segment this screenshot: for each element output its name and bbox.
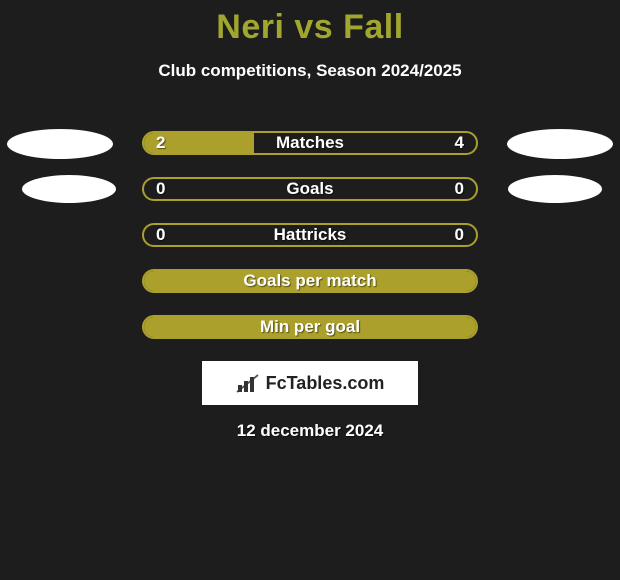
stat-bar: Goals per match: [142, 269, 478, 293]
page-title: Neri vs Fall: [0, 8, 620, 47]
stat-label: Goals: [144, 179, 476, 199]
stat-label: Goals per match: [144, 271, 476, 291]
stat-bar: Min per goal: [142, 315, 478, 339]
stat-row: 24Matches: [0, 121, 620, 167]
stat-row: Min per goal: [0, 305, 620, 351]
page-subtitle: Club competitions, Season 2024/2025: [0, 61, 620, 81]
source-text: FcTables.com: [266, 373, 385, 394]
stat-bar: 00Goals: [142, 177, 478, 201]
stat-rows: 24Matches 00Goals 00Hattricks Goals per mat…: [0, 121, 620, 351]
infographic-container: Neri vs Fall Club competitions, Season 2…: [0, 0, 620, 580]
bar-chart-icon: [236, 373, 260, 393]
stat-row: Goals per match: [0, 259, 620, 305]
stat-label: Matches: [144, 133, 476, 153]
stat-label: Hattricks: [144, 225, 476, 245]
player-photo-right: [507, 129, 613, 159]
player-photo-left: [7, 129, 113, 159]
player-photo-right: [508, 175, 602, 203]
date-label: 12 december 2024: [0, 421, 620, 441]
source-badge: FcTables.com: [202, 361, 418, 405]
player-photo-left: [22, 175, 116, 203]
stat-row: 00Hattricks: [0, 213, 620, 259]
stat-row: 00Goals: [0, 167, 620, 213]
stat-bar: 00Hattricks: [142, 223, 478, 247]
stat-label: Min per goal: [144, 317, 476, 337]
stat-bar: 24Matches: [142, 131, 478, 155]
